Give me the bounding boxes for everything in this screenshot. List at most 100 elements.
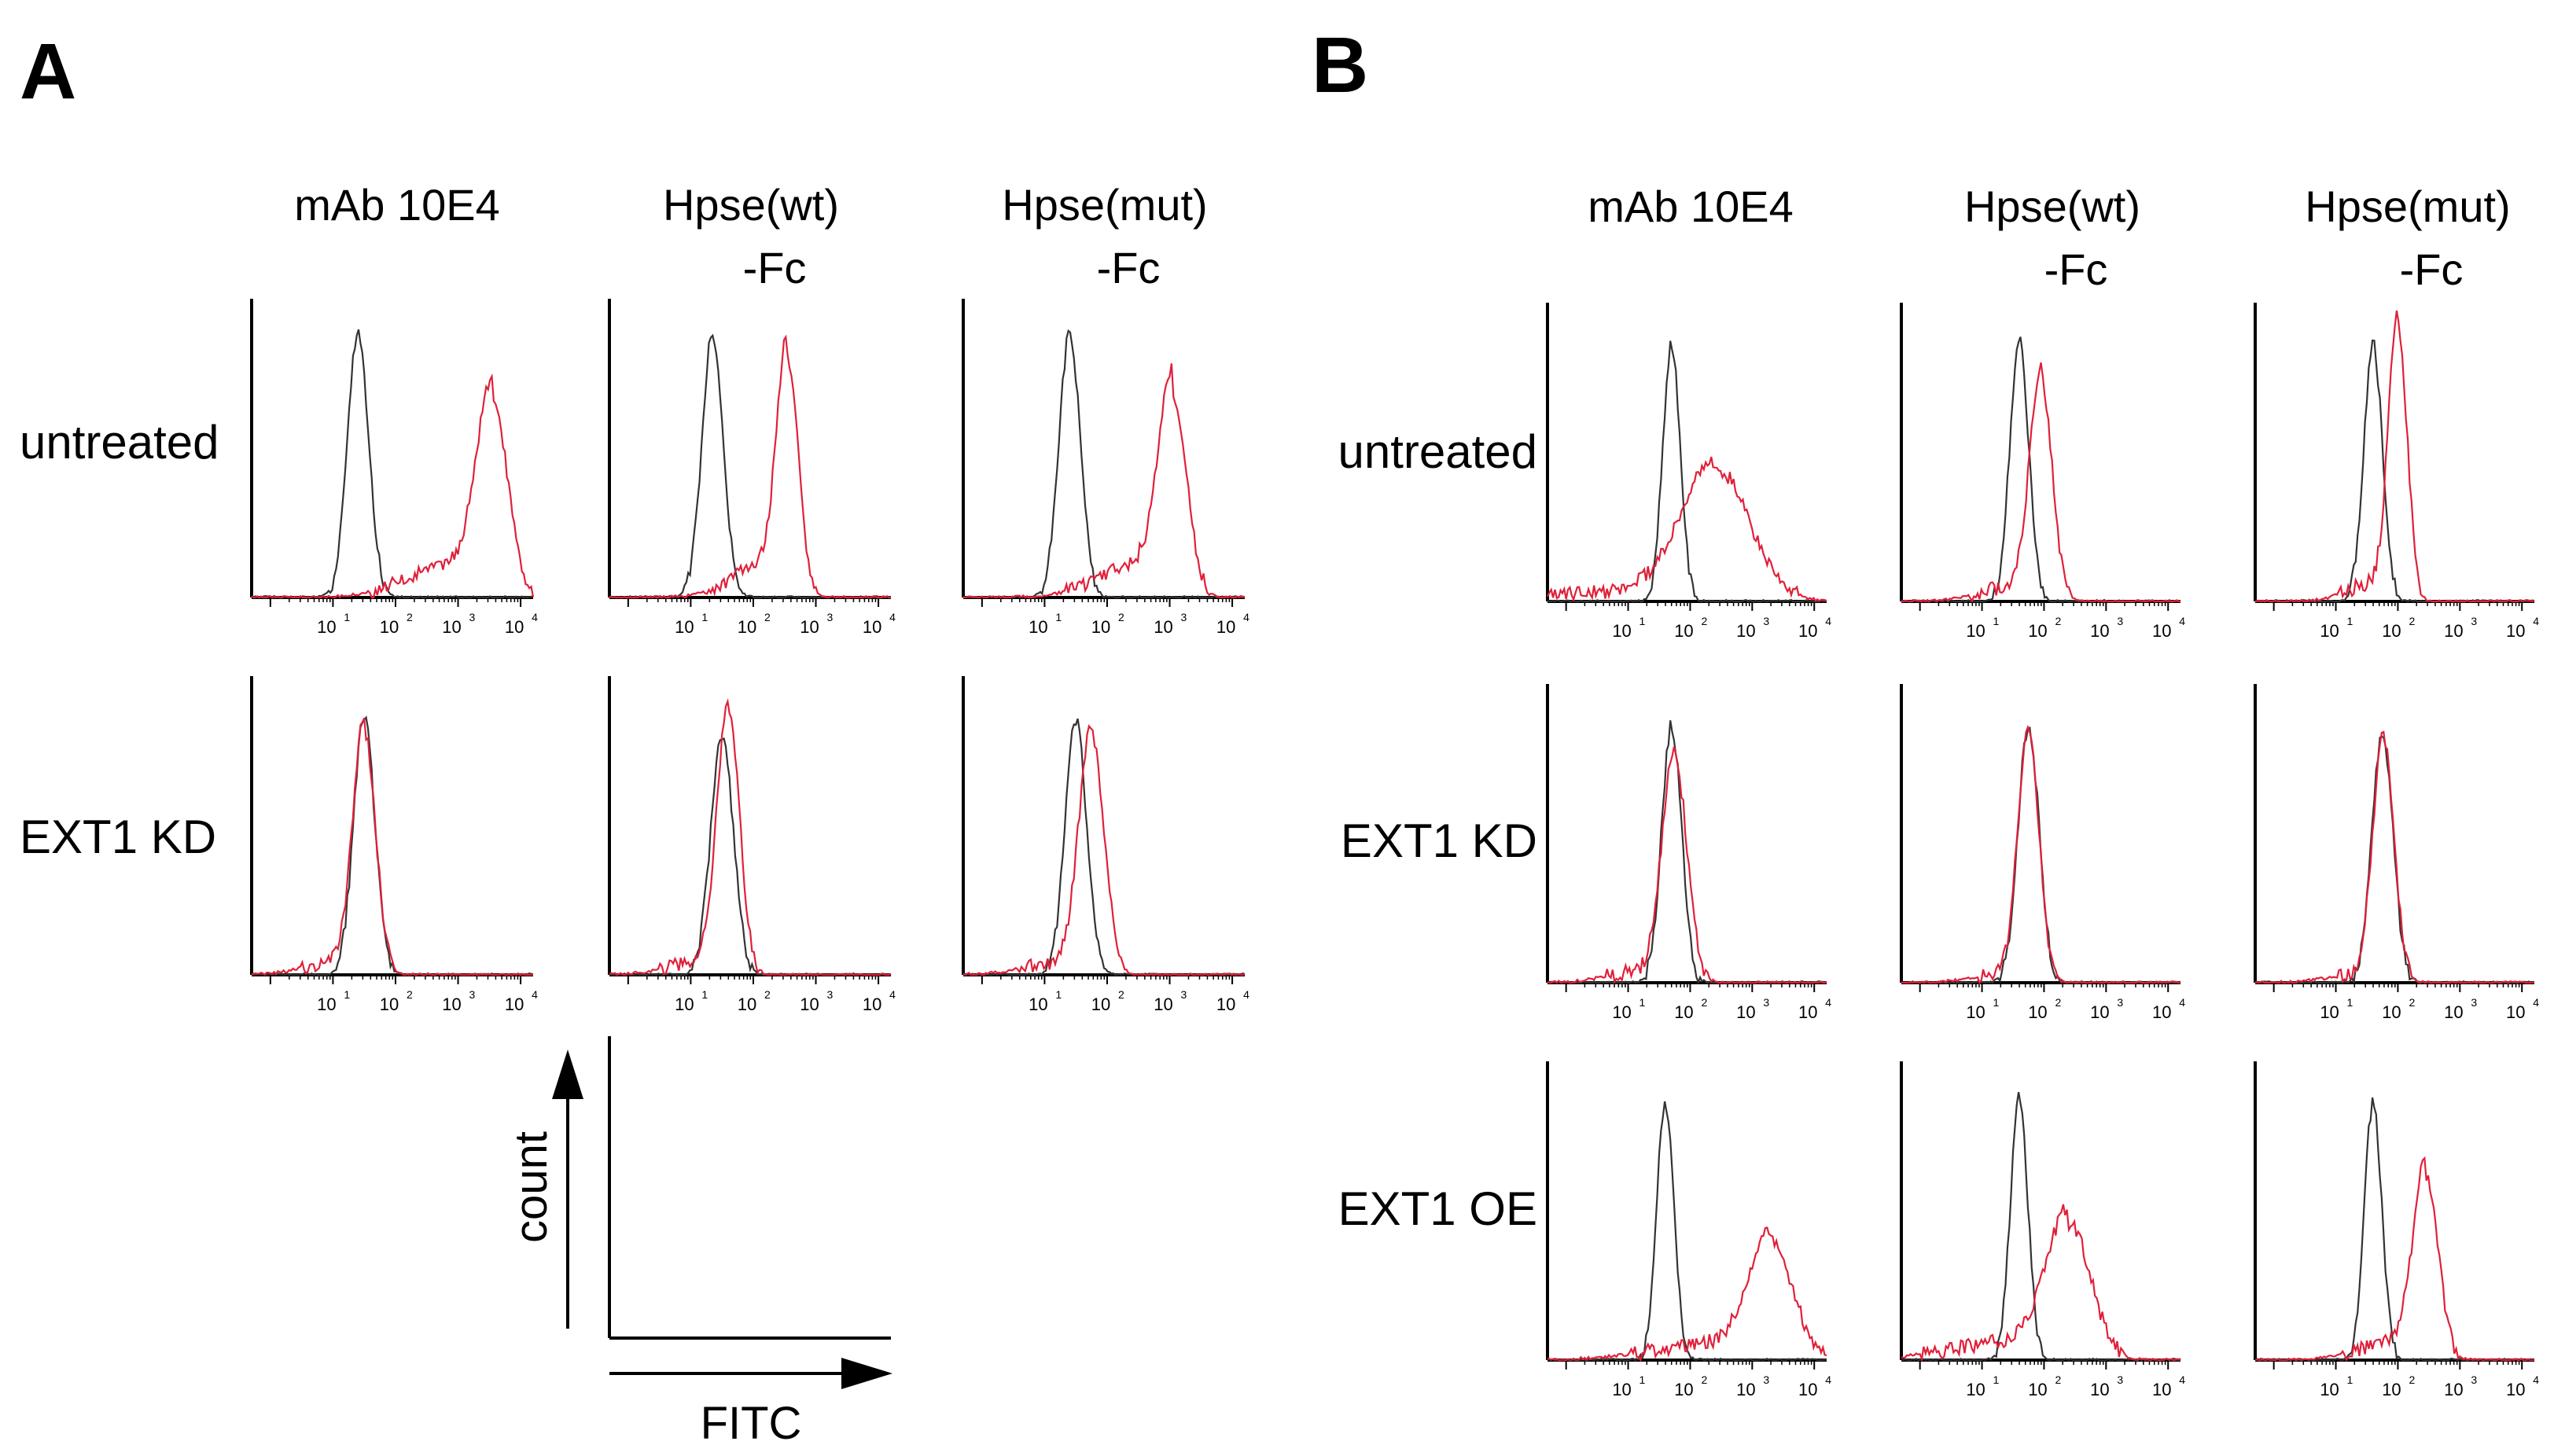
x-tick-label: 10 (1612, 621, 1631, 641)
x-tick-exponent: 3 (469, 988, 476, 1001)
histogram-plot-b-3-2: 10 1 10 2 10 3 10 4 (1900, 1061, 2185, 1399)
x-tick-label: 10 (1216, 995, 1235, 1014)
x-tick-exponent: 4 (889, 988, 896, 1001)
x-tick-exponent: 2 (2409, 1373, 2415, 1386)
histogram-plot-a-2-3: 10 1 10 2 10 3 10 4 (962, 676, 1249, 1014)
x-tick-exponent: 2 (1118, 611, 1124, 623)
x-tick-label: 10 (1029, 617, 1047, 637)
control-histogram (252, 715, 534, 976)
x-tick-label: 10 (2090, 621, 2109, 641)
control-histogram (1547, 340, 1827, 603)
control-histogram (2254, 1097, 2535, 1362)
x-tick-label: 10 (1216, 617, 1235, 637)
x-tick-exponent: 4 (2179, 1373, 2185, 1386)
x-tick-exponent: 4 (532, 611, 538, 623)
histogram-plot-b-2-1: 10 1 10 2 10 3 10 4 (1546, 684, 1831, 1022)
x-tick-exponent: 1 (2347, 996, 2353, 1009)
x-tick-label: 10 (1091, 617, 1110, 637)
control-histogram (1901, 336, 2181, 603)
x-tick-label: 10 (1798, 1002, 1817, 1022)
x-tick-label: 10 (2382, 621, 2401, 641)
x-tick-label: 10 (317, 617, 336, 637)
x-tick-label: 10 (738, 617, 756, 637)
x-tick-exponent: 4 (532, 988, 538, 1001)
x-tick-label: 10 (2444, 1002, 2463, 1022)
x-tick-label: 10 (442, 995, 461, 1014)
x-tick-label: 10 (2320, 1002, 2339, 1022)
x-tick-exponent: 2 (407, 988, 413, 1001)
column-header: Hpse(wt) (1964, 182, 2140, 231)
x-tick-exponent: 3 (2471, 615, 2477, 627)
legend-y-label: count (506, 1131, 557, 1243)
x-tick-label: 10 (1736, 621, 1755, 641)
x-tick-label: 10 (2090, 1380, 2109, 1399)
row-label: EXT1 KD (20, 811, 216, 863)
x-tick-exponent: 3 (1763, 996, 1769, 1009)
control-histogram (1547, 1101, 1827, 1362)
x-tick-label: 10 (2320, 621, 2339, 641)
x-tick-exponent: 1 (701, 988, 708, 1001)
x-tick-exponent: 2 (1701, 996, 1707, 1009)
histogram-plot-b-1-1: 10 1 10 2 10 3 10 4 (1546, 303, 1831, 641)
x-tick-exponent: 3 (1181, 611, 1187, 623)
x-tick-label: 10 (380, 617, 399, 637)
x-tick-label: 10 (1966, 1002, 1985, 1022)
x-tick-label: 10 (2506, 1380, 2525, 1399)
x-tick-label: 10 (675, 995, 694, 1014)
x-tick-exponent: 3 (1763, 615, 1769, 627)
x-tick-label: 10 (1736, 1380, 1755, 1399)
x-tick-label: 10 (800, 995, 819, 1014)
x-tick-exponent: 2 (2409, 996, 2415, 1009)
x-tick-exponent: 1 (2347, 615, 2353, 627)
x-tick-label: 10 (2320, 1380, 2339, 1399)
x-tick-exponent: 3 (1763, 1373, 1769, 1386)
x-tick-label: 10 (2152, 1002, 2171, 1022)
stained-histogram (251, 373, 535, 599)
control-histogram (963, 718, 1246, 976)
x-tick-label: 10 (2444, 621, 2463, 641)
x-tick-label: 10 (738, 995, 756, 1014)
x-tick-label: 10 (2382, 1002, 2401, 1022)
x-tick-label: 10 (380, 995, 399, 1014)
x-tick-label: 10 (1674, 621, 1693, 641)
x-tick-label: 10 (1612, 1002, 1631, 1022)
x-tick-label: 10 (2444, 1380, 2463, 1399)
histogram-plot-a-1-1: 10 1 10 2 10 3 10 4 (250, 299, 538, 637)
x-tick-label: 10 (2028, 1380, 2047, 1399)
stained-histogram (609, 698, 892, 976)
x-tick-label: 10 (317, 995, 336, 1014)
x-tick-label: 10 (1966, 621, 1985, 641)
x-tick-label: 10 (1674, 1380, 1693, 1399)
x-tick-exponent: 2 (764, 988, 771, 1001)
stained-histogram (2254, 310, 2535, 603)
x-tick-exponent: 4 (1825, 1373, 1831, 1386)
x-tick-label: 10 (1966, 1380, 1985, 1399)
x-tick-exponent: 4 (1243, 988, 1249, 1001)
x-tick-exponent: 2 (2055, 996, 2061, 1009)
stained-histogram (1547, 1226, 1827, 1362)
histogram-plot-b-1-2: 10 1 10 2 10 3 10 4 (1900, 303, 2185, 641)
figure-plots: 10 1 10 2 10 3 10 4 10 1 10 2 10 3 10 4 10 1 10 2 10 3 10 410 1 1… (250, 299, 2539, 1399)
column-header: Hpse(wt) (663, 180, 839, 230)
x-tick-exponent: 3 (1181, 988, 1187, 1001)
histogram-plot-b-2-2: 10 1 10 2 10 3 10 4 (1900, 684, 2185, 1022)
x-tick-label: 10 (1029, 995, 1047, 1014)
x-tick-label: 10 (505, 617, 524, 637)
x-tick-label: 10 (2028, 1002, 2047, 1022)
column-header: mAb 10E4 (294, 180, 500, 230)
x-tick-exponent: 1 (344, 988, 350, 1001)
x-tick-label: 10 (442, 617, 461, 637)
x-tick-label: 10 (1736, 1002, 1755, 1022)
x-tick-label: 10 (1674, 1002, 1693, 1022)
row-label: EXT1 OE (1338, 1182, 1537, 1235)
x-tick-label: 10 (2152, 1380, 2171, 1399)
stained-histogram (251, 717, 533, 976)
control-histogram (251, 329, 534, 599)
column-header: Hpse(mut) (1002, 180, 1207, 230)
stained-histogram (1547, 456, 1827, 602)
histogram-plot-b-3-3: 10 1 10 2 10 3 10 4 (2254, 1061, 2539, 1399)
histogram-plot-b-1-3: 10 1 10 2 10 3 10 4 (2254, 303, 2539, 641)
x-tick-exponent: 3 (2471, 996, 2477, 1009)
column-header-line2: -Fc (2044, 245, 2108, 294)
